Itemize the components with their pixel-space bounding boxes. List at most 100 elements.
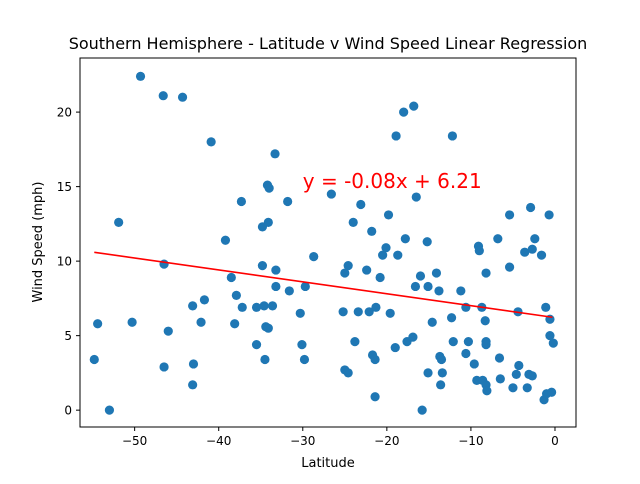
plot-frame [79, 57, 577, 428]
data-point [527, 244, 537, 254]
data-point [474, 246, 484, 256]
data-point [522, 383, 532, 393]
plot-area: −50 −40 −30 −20 −10 0 0 5 10 15 20 [57, 57, 577, 448]
data-point [230, 319, 240, 329]
y-tick-label: 20 [57, 106, 72, 120]
data-point [104, 405, 115, 415]
data-point [93, 319, 103, 329]
data-point [434, 286, 444, 296]
data-point [199, 295, 210, 305]
data-point [297, 339, 307, 350]
data-point [431, 268, 442, 278]
data-point [299, 354, 310, 365]
data-point [135, 71, 146, 81]
data-point [220, 235, 231, 245]
x-tick-label: 0 [551, 434, 559, 448]
data-point [480, 316, 490, 326]
data-point [326, 189, 336, 199]
data-point [370, 354, 380, 365]
data-point [408, 332, 418, 342]
x-axis-label: Latitude [301, 456, 355, 471]
data-point [350, 337, 360, 347]
data-point [378, 250, 388, 260]
data-point [270, 149, 280, 159]
data-point [158, 91, 168, 101]
data-point [409, 101, 419, 111]
data-point [494, 353, 505, 363]
data-point [399, 107, 409, 117]
data-point [159, 362, 169, 372]
data-point [514, 360, 524, 371]
data-point [456, 286, 466, 296]
data-point [548, 338, 558, 348]
data-point [504, 262, 515, 272]
data-point [177, 92, 188, 102]
data-point [188, 380, 198, 390]
data-point [260, 354, 270, 365]
data-point [481, 339, 491, 350]
data-point [114, 217, 124, 227]
data-point [544, 210, 554, 220]
regression-line [94, 251, 553, 319]
data-point [385, 308, 395, 318]
x-tick-label: −10 [458, 434, 483, 448]
data-point [423, 368, 433, 378]
data-point [353, 307, 363, 317]
data-point [511, 369, 521, 379]
data-point [367, 226, 377, 236]
data-point [284, 286, 294, 296]
y-axis-label: Wind Speed (mph) [31, 182, 46, 303]
data-point [504, 210, 515, 220]
y-tick-label: 10 [57, 255, 72, 269]
data-point [541, 302, 551, 312]
data-point [508, 383, 518, 393]
data-point [127, 317, 137, 327]
data-point [448, 337, 458, 347]
data-point [263, 217, 273, 227]
data-point [436, 354, 447, 365]
data-point [447, 131, 458, 141]
data-point [356, 199, 366, 210]
data-point [295, 308, 305, 318]
data-point [383, 210, 394, 220]
data-point [411, 192, 421, 202]
data-point [196, 317, 206, 327]
y-tick-label: 0 [64, 404, 72, 418]
data-point [427, 317, 437, 327]
data-point [237, 302, 247, 312]
regression-equation: y = -0.08x + 6.21 [303, 169, 482, 193]
y-tick-label: 15 [57, 180, 72, 194]
data-point [391, 131, 401, 141]
data-point [410, 281, 421, 292]
data-point [231, 290, 241, 301]
data-point [251, 339, 262, 350]
data-point [545, 331, 555, 341]
data-point [547, 387, 557, 397]
data-point [461, 348, 471, 359]
data-point [264, 183, 274, 193]
data-point [370, 392, 380, 402]
data-point [338, 307, 348, 317]
data-point [271, 281, 281, 292]
x-tick-label: −30 [290, 434, 315, 448]
data-point [381, 243, 391, 253]
data-point [446, 313, 457, 323]
data-point [527, 371, 537, 381]
data-point [422, 237, 432, 247]
data-point [89, 354, 99, 365]
data-point [257, 261, 268, 271]
data-point [236, 196, 247, 207]
data-point [481, 268, 491, 278]
data-point [159, 259, 169, 269]
data-point [364, 307, 374, 317]
data-point [371, 302, 381, 312]
data-point [415, 271, 426, 281]
data-point [375, 272, 385, 283]
x-tick-label: −50 [122, 434, 147, 448]
data-point [536, 250, 547, 260]
data-point [526, 202, 536, 213]
data-point [400, 234, 410, 244]
data-point [495, 374, 505, 384]
